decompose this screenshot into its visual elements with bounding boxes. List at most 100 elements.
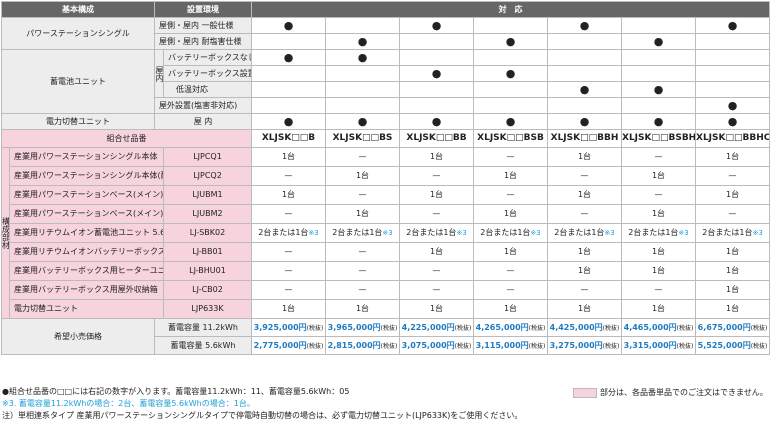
dot-mark: ● — [621, 113, 696, 130]
tax-label: (税抜) — [602, 324, 620, 332]
model-name: XLJSK□□BB — [399, 129, 474, 148]
part-name: 電力切替ユニット — [9, 299, 164, 319]
dot-mark: ● — [473, 65, 548, 82]
part-row: 産業用パワーステーションベース(メイン)(耐塩害仕様)LJUBM2—1台—1台—… — [2, 204, 770, 224]
spec-table: 基本構成 設置環境 対 応 パワーステーションシングル 屋側・屋内 一般仕様 ●… — [1, 1, 770, 355]
part-qty: 2台または1台※3 — [473, 223, 548, 243]
parts-side-label: 構成部材 — [1, 147, 10, 319]
part-qty: 1台 — [621, 166, 696, 186]
tax-label: (税抜) — [676, 342, 694, 350]
note-1: ●組合せ品番の□□には右記の数字が入ります。蓄電容量11.2kWh：11、蓄電容… — [2, 387, 350, 396]
part-code: LJP633K — [163, 299, 252, 319]
part-qty: — — [694, 204, 770, 224]
part-qty: — — [251, 261, 326, 281]
part-qty: 1台 — [251, 299, 326, 319]
env-box: バッテリーボックス設置 — [163, 65, 252, 82]
price-cell: 3,075,000円(税抜) — [399, 336, 474, 355]
dot-mark: ● — [473, 33, 548, 50]
parts-body: 構成部材 産業用パワーステーションシングル本体 LJPCQ1 1台 —1台 —1台 —1台産… — [1, 147, 770, 319]
part-qty: 1台 — [473, 299, 548, 319]
part-row: 産業用パワーステーションベース(メイン) LJUBM1 1台 —1台 —1台 —1台 — [2, 185, 770, 205]
dot-mark: ● — [325, 33, 400, 50]
dot-mark: ● — [251, 17, 326, 34]
part-row: 産業用バッテリーボックス用屋外収納箱 LJ-CB02— — — — — —1台 — [2, 280, 770, 300]
part-row: 構成部材 産業用パワーステーションシングル本体 LJPCQ1 1台 —1台 —1台 —1台 — [1, 147, 770, 319]
env-general: 屋側・屋内 一般仕様 — [154, 17, 252, 34]
part-qty: 1台 — [547, 242, 622, 262]
part-row: 産業用リチウムイオン蓄電池ユニット 5.6kWhLJ-SBK022台または1台※… — [2, 223, 770, 243]
header-support: 対 応 — [250, 1, 770, 18]
part-code: LJPCQ2 — [163, 166, 252, 186]
part-name: 産業用バッテリーボックス用ヒーターユニット — [9, 261, 164, 281]
model-name: XLJSK□□BS — [325, 129, 400, 148]
part-qty: 1台 — [251, 185, 326, 205]
model-name: XLJSK□□B — [251, 129, 326, 148]
part-qty: — — [399, 280, 474, 300]
part-qty: — — [251, 280, 326, 300]
note-3: 注）単相連系タイプ 産業用パワーステーションシングルタイプで停電時自動切替の場合… — [2, 411, 523, 420]
part-qty: 1台 — [694, 185, 770, 205]
dot-mark: ● — [694, 113, 770, 130]
price-cell: 2,775,000円(税抜) — [251, 336, 326, 355]
part-qty: 1台 — [621, 242, 696, 262]
part-name: 産業用リチウムイオン蓄電池ユニット 5.6kWh — [9, 223, 164, 243]
part-code: LJ-CB02 — [163, 280, 252, 300]
row-battery-label: 蓄電池ユニット — [1, 49, 155, 114]
tax-label: (税抜) — [306, 324, 324, 332]
part-qty: 2台または1台※3 — [694, 223, 770, 243]
legend-swatch — [573, 387, 597, 398]
dot-mark: ● — [399, 17, 474, 34]
part-qty: 1台 — [399, 242, 474, 262]
part-qty: — — [621, 147, 696, 167]
dot-mark: ● — [547, 113, 622, 130]
part-qty: 1台 — [473, 166, 548, 186]
dot-mark: ● — [399, 65, 474, 82]
price-value: 3,965,000円 — [327, 322, 381, 332]
part-qty: — — [473, 185, 548, 205]
part-qty: — — [621, 280, 696, 300]
part-name: 産業用リチウムイオンバッテリーボックス — [9, 242, 164, 262]
dot-mark: ● — [621, 81, 696, 98]
part-code: LJ-BHU01 — [163, 261, 252, 281]
price-cell: 5,525,000円(税抜) — [694, 336, 770, 355]
price-value: 4,265,000円 — [475, 322, 529, 332]
part-row: 電力切替ユニット LJP633K 1台 1台 1台 1台 1台 1台 1台 — [2, 299, 770, 319]
dot-mark: ● — [399, 113, 474, 130]
price-value: 5,525,000円 — [697, 340, 751, 350]
dot-mark: ● — [251, 113, 326, 130]
part-qty: — — [399, 166, 474, 186]
dot-mark: ● — [694, 97, 770, 114]
combo-header: 組合せ品番 — [1, 129, 252, 148]
part-row: 産業用パワーステーションシングル本体(耐塩害仕様)LJPCQ2—1台—1台—1台… — [2, 166, 770, 186]
tax-label: (税抜) — [454, 342, 472, 350]
header-basic: 基本構成 — [1, 1, 155, 18]
part-qty: 1台 — [621, 299, 696, 319]
part-qty: — — [251, 242, 326, 262]
part-qty: — — [473, 261, 548, 281]
part-qty: 2台または1台※3 — [251, 223, 326, 243]
dot-mark: ● — [251, 49, 326, 66]
price-value: 3,315,000円 — [623, 340, 677, 350]
price-cell: 4,425,000円(税抜) — [547, 318, 622, 337]
part-code: LJ-SBK02 — [163, 223, 252, 243]
part-qty: — — [325, 280, 400, 300]
part-qty: 1台 — [694, 242, 770, 262]
part-qty: — — [694, 166, 770, 186]
price-cell: 4,465,000円(税抜) — [621, 318, 696, 337]
part-qty: — — [621, 185, 696, 205]
part-name: 産業用パワーステーションシングル本体 — [9, 147, 164, 167]
price-cell: 4,265,000円(税抜) — [473, 318, 548, 337]
model-name: XLJSK□□BSB — [473, 129, 548, 148]
part-qty: 1台 — [325, 299, 400, 319]
part-qty: 2台または1台※3 — [399, 223, 474, 243]
dot-mark: ● — [694, 17, 770, 34]
part-qty: 1台 — [325, 166, 400, 186]
env-indoor: 屋 内 — [154, 113, 252, 130]
indoor-label: 屋内 — [154, 49, 164, 98]
part-qty: — — [399, 261, 474, 281]
tax-label: (税抜) — [528, 342, 546, 350]
part-qty: 1台 — [473, 242, 548, 262]
part-code: LJUBM2 — [163, 204, 252, 224]
dot-mark: ● — [621, 33, 696, 50]
